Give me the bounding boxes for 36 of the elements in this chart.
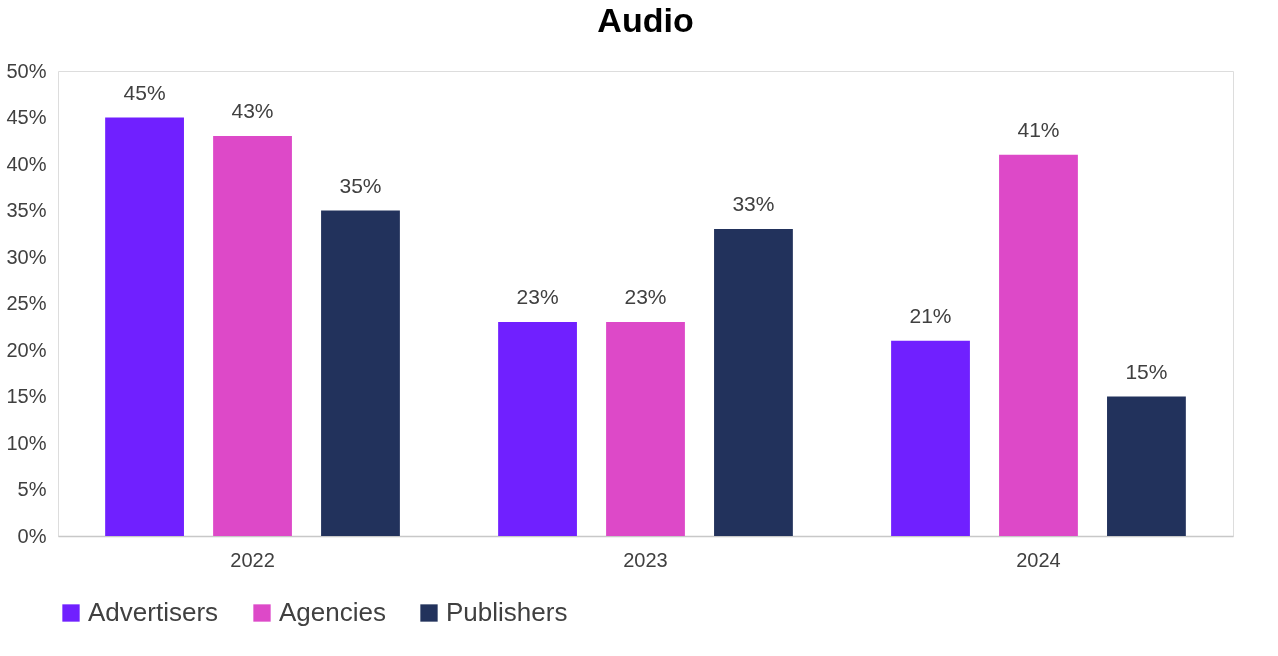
bar xyxy=(105,117,184,536)
x-tick-label: 2022 xyxy=(230,548,275,571)
data-label: 43% xyxy=(231,99,274,123)
bar xyxy=(606,322,685,536)
y-tick-label: 40% xyxy=(6,152,47,175)
data-label: 41% xyxy=(1017,117,1060,141)
data-label: 35% xyxy=(339,173,382,197)
bar xyxy=(321,210,400,536)
y-tick-label: 20% xyxy=(6,338,47,361)
bar xyxy=(891,340,970,536)
y-tick-label: 45% xyxy=(6,106,47,128)
chart-title: Audio xyxy=(597,1,694,39)
y-tick-label: 10% xyxy=(6,431,47,454)
y-tick-label: 15% xyxy=(6,385,47,407)
bar xyxy=(999,154,1078,536)
legend-label: Publishers xyxy=(446,597,568,627)
data-label: 23% xyxy=(516,285,559,309)
y-tick-label: 0% xyxy=(17,524,47,547)
bar xyxy=(714,229,793,536)
y-tick-label: 25% xyxy=(6,292,47,314)
data-label: 33% xyxy=(732,192,775,216)
data-label: 15% xyxy=(1125,359,1168,383)
x-tick-label: 2024 xyxy=(1016,548,1061,571)
bar xyxy=(1107,396,1186,536)
legend-label: Advertisers xyxy=(88,597,219,627)
data-label: 23% xyxy=(624,285,667,309)
y-tick-label: 50% xyxy=(6,59,47,82)
data-label: 21% xyxy=(909,303,952,327)
y-tick-label: 5% xyxy=(17,478,47,500)
legend-label: Agencies xyxy=(279,597,386,627)
bar xyxy=(498,322,577,536)
y-tick-label: 30% xyxy=(6,245,47,268)
bar xyxy=(213,136,292,536)
data-label: 45% xyxy=(123,80,166,104)
x-tick-label: 2023 xyxy=(623,548,668,571)
y-tick-label: 35% xyxy=(6,199,47,221)
